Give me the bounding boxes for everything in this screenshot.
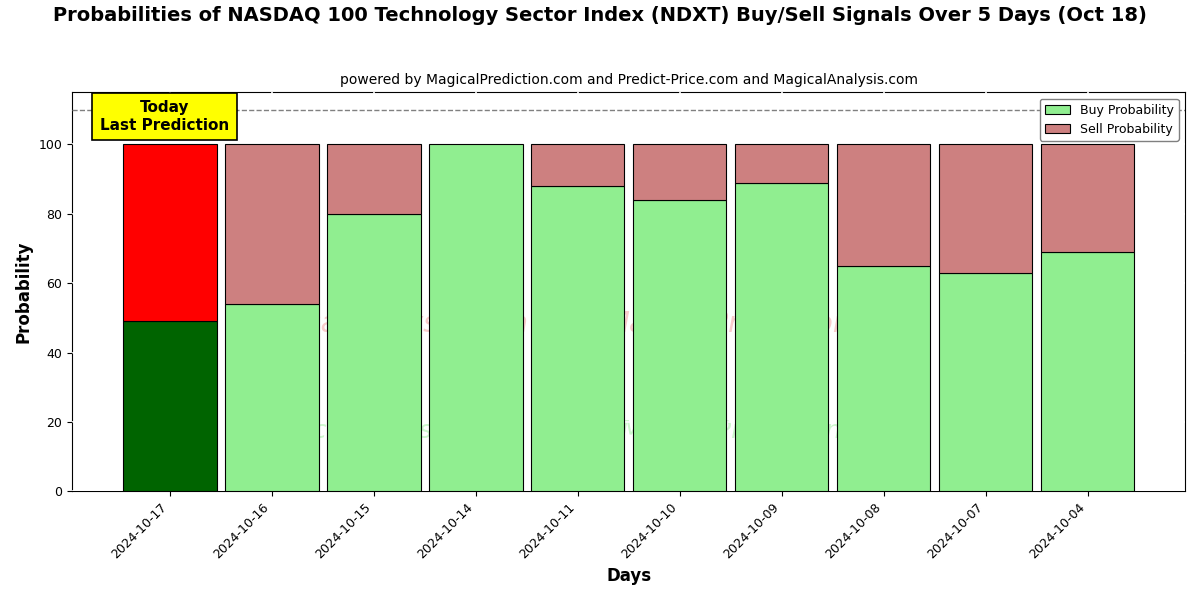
Title: powered by MagicalPrediction.com and Predict-Price.com and MagicalAnalysis.com: powered by MagicalPrediction.com and Pre… — [340, 73, 918, 87]
X-axis label: Days: Days — [606, 567, 652, 585]
Text: MagicalAnalysis.com: MagicalAnalysis.com — [239, 310, 528, 338]
Bar — [326, 145, 420, 214]
Bar — [326, 214, 420, 491]
Bar — [1040, 252, 1134, 491]
Bar — [122, 321, 216, 491]
Bar — [632, 145, 726, 200]
Bar — [938, 273, 1032, 491]
Text: MagicalAnalysis.com: MagicalAnalysis.com — [253, 419, 514, 443]
Bar — [428, 145, 522, 491]
Bar — [734, 145, 828, 182]
Bar — [530, 145, 624, 186]
Bar — [836, 266, 930, 491]
Bar — [530, 186, 624, 491]
Bar — [122, 145, 216, 321]
Text: MagicalPrediction.com: MagicalPrediction.com — [620, 419, 904, 443]
Legend: Buy Probability, Sell Probability: Buy Probability, Sell Probability — [1040, 98, 1178, 141]
Bar — [1040, 145, 1134, 252]
Bar — [224, 304, 318, 491]
Text: Probabilities of NASDAQ 100 Technology Sector Index (NDXT) Buy/Sell Signals Over: Probabilities of NASDAQ 100 Technology S… — [53, 6, 1147, 25]
Text: MagicalPrediction.com: MagicalPrediction.com — [605, 310, 919, 338]
Bar — [734, 182, 828, 491]
Text: Today
Last Prediction: Today Last Prediction — [100, 100, 229, 133]
Bar — [938, 145, 1032, 273]
Bar — [836, 145, 930, 266]
Bar — [632, 200, 726, 491]
Y-axis label: Probability: Probability — [16, 241, 34, 343]
Bar — [224, 145, 318, 304]
